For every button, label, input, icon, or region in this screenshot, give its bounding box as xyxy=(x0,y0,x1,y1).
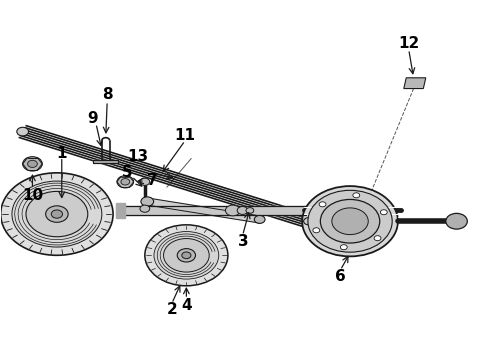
Circle shape xyxy=(117,176,134,188)
Circle shape xyxy=(12,181,102,247)
Circle shape xyxy=(353,193,360,198)
Polygon shape xyxy=(93,159,118,163)
Circle shape xyxy=(446,213,467,229)
Text: 1: 1 xyxy=(56,145,67,161)
Circle shape xyxy=(17,127,28,136)
Text: 5: 5 xyxy=(122,165,132,180)
Circle shape xyxy=(182,252,191,259)
Text: 12: 12 xyxy=(398,36,419,51)
Circle shape xyxy=(319,202,326,207)
Circle shape xyxy=(141,197,154,206)
Circle shape xyxy=(26,192,88,237)
Circle shape xyxy=(374,236,381,241)
Circle shape xyxy=(320,199,380,243)
Circle shape xyxy=(121,179,130,185)
Circle shape xyxy=(380,210,387,215)
Circle shape xyxy=(145,225,228,286)
Circle shape xyxy=(302,186,398,256)
Circle shape xyxy=(140,178,150,185)
Circle shape xyxy=(23,157,42,171)
Text: 7: 7 xyxy=(147,173,157,188)
Text: 4: 4 xyxy=(181,298,192,313)
Text: 11: 11 xyxy=(174,128,196,143)
Circle shape xyxy=(332,208,368,235)
Circle shape xyxy=(313,228,319,233)
Circle shape xyxy=(51,210,63,218)
Text: 9: 9 xyxy=(87,111,98,126)
Text: 6: 6 xyxy=(335,269,345,284)
Text: 13: 13 xyxy=(127,149,148,164)
Text: 8: 8 xyxy=(102,87,113,102)
Circle shape xyxy=(27,160,37,167)
Circle shape xyxy=(237,207,248,215)
Text: 10: 10 xyxy=(22,188,43,203)
Polygon shape xyxy=(147,198,260,223)
Circle shape xyxy=(254,216,265,224)
Circle shape xyxy=(177,249,196,262)
Polygon shape xyxy=(116,206,306,215)
Circle shape xyxy=(246,208,254,213)
Circle shape xyxy=(164,239,209,272)
Circle shape xyxy=(46,206,68,222)
Circle shape xyxy=(341,245,347,250)
Circle shape xyxy=(154,231,219,279)
Circle shape xyxy=(225,205,240,216)
Circle shape xyxy=(308,190,392,252)
Polygon shape xyxy=(116,203,125,218)
Circle shape xyxy=(140,205,150,212)
Circle shape xyxy=(0,173,113,255)
Text: 2: 2 xyxy=(166,302,177,317)
Circle shape xyxy=(304,218,314,225)
Text: 3: 3 xyxy=(238,234,249,249)
Polygon shape xyxy=(404,78,426,89)
